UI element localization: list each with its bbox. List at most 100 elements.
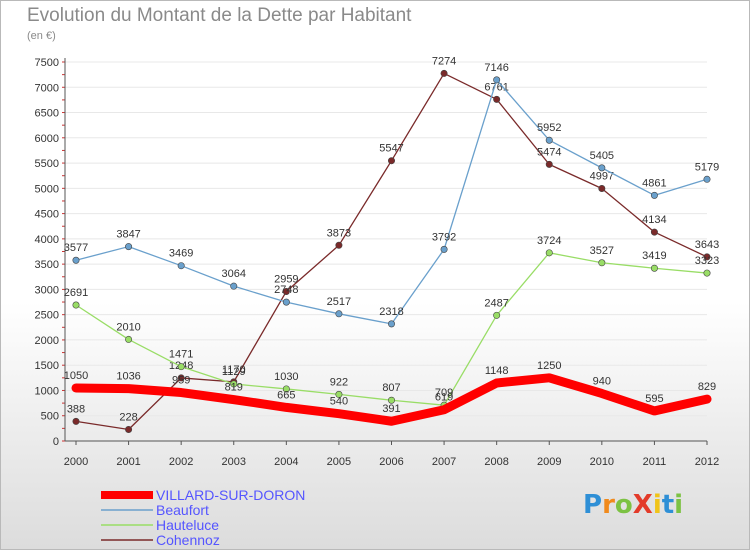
data-label: 3577 — [64, 242, 88, 254]
x-tick-label: 2004 — [274, 456, 298, 468]
data-point — [125, 425, 133, 433]
data-label: 1148 — [485, 365, 509, 377]
logo-letter: P — [583, 490, 603, 520]
data-point — [440, 69, 448, 77]
data-label: 388 — [67, 403, 85, 415]
data-label: 829 — [698, 381, 716, 393]
data-point — [703, 269, 711, 277]
legend-label: Cohennoz — [156, 532, 220, 548]
data-label: 6761 — [484, 81, 508, 93]
y-tick-label: 2000 — [35, 335, 59, 347]
data-label: 922 — [330, 376, 348, 388]
data-point — [650, 264, 658, 272]
data-label: 5952 — [537, 122, 561, 134]
logo-letter: i — [652, 490, 662, 520]
data-label: 3847 — [116, 229, 140, 241]
logo-letter: o — [614, 490, 633, 520]
data-label: 7274 — [432, 55, 456, 67]
data-point — [72, 301, 80, 309]
chart-subtitle: (en €) — [27, 30, 56, 42]
data-point — [387, 320, 395, 328]
data-label: 1471 — [169, 349, 193, 361]
y-tick-label: 6000 — [35, 133, 59, 145]
data-point — [282, 385, 290, 393]
series-line-villard-sur-doron — [71, 373, 712, 426]
data-label: 940 — [593, 375, 611, 387]
data-label: 4861 — [642, 177, 666, 189]
series-line-beaufort — [75, 79, 708, 325]
data-label: 1170 — [222, 364, 246, 376]
data-point — [598, 164, 606, 172]
data-label: 709 — [435, 387, 453, 399]
data-label: 2517 — [327, 296, 351, 308]
data-label: 595 — [645, 393, 663, 405]
x-tick-label: 2002 — [169, 456, 193, 468]
data-label: 540 — [330, 396, 348, 408]
legend-label: VILLARD-SUR-DORON — [156, 487, 305, 503]
data-label: 3469 — [169, 248, 193, 260]
y-tick-label: 6500 — [35, 108, 59, 120]
data-label: 2959 — [274, 273, 298, 285]
data-label: 391 — [382, 403, 400, 415]
x-tick-label: 2010 — [590, 456, 614, 468]
data-label: 2318 — [379, 306, 403, 318]
x-tick-label: 2009 — [537, 456, 561, 468]
data-point — [335, 310, 343, 318]
y-tick-label: 7500 — [35, 57, 59, 69]
data-label: 4134 — [642, 214, 666, 226]
x-tick-label: 2003 — [222, 456, 246, 468]
x-tick-label: 2006 — [379, 456, 403, 468]
data-label: 3064 — [222, 268, 246, 280]
data-point — [545, 136, 553, 144]
data-label: 1129 — [222, 366, 246, 378]
data-point — [282, 287, 290, 295]
y-tick-label: 4000 — [35, 234, 59, 246]
x-tick-label: 2000 — [64, 456, 88, 468]
data-label: 2691 — [64, 287, 88, 299]
data-point — [177, 374, 185, 382]
data-label: 7146 — [484, 62, 508, 74]
y-tick-label: 0 — [53, 436, 59, 448]
legend-label: Hauteluce — [156, 517, 219, 533]
legend-label: Beaufort — [156, 502, 209, 518]
data-label: 5179 — [695, 161, 719, 173]
data-point — [493, 311, 501, 319]
data-label: 1030 — [274, 371, 298, 383]
data-label: 1250 — [537, 360, 561, 372]
data-point — [335, 390, 343, 398]
data-point — [125, 335, 133, 343]
data-point — [125, 243, 133, 251]
y-tick-label: 5500 — [35, 158, 59, 170]
data-label: 1036 — [116, 371, 140, 383]
x-tick-label: 2012 — [695, 456, 719, 468]
data-point — [440, 245, 448, 253]
data-point — [650, 191, 658, 199]
x-tick-label: 2011 — [643, 456, 667, 468]
data-point — [545, 160, 553, 168]
x-tick-label: 2005 — [327, 456, 351, 468]
y-tick-label: 2500 — [35, 310, 59, 322]
y-tick-label: 4500 — [35, 209, 59, 221]
data-point — [598, 184, 606, 192]
y-tick-label: 3500 — [35, 259, 59, 271]
data-label: 5474 — [537, 146, 561, 158]
data-point — [177, 363, 185, 371]
data-label: 2748 — [274, 284, 298, 296]
x-tick-label: 2008 — [484, 456, 508, 468]
data-label: 3643 — [695, 239, 719, 251]
y-tick-label: 3000 — [35, 284, 59, 296]
data-label: 3724 — [537, 235, 561, 247]
data-label: 3527 — [590, 245, 614, 257]
data-label: 4997 — [590, 170, 614, 182]
logo-letter: t — [661, 490, 675, 520]
data-point — [72, 256, 80, 264]
data-point — [387, 157, 395, 165]
data-label: 3419 — [642, 250, 666, 262]
data-label: 807 — [382, 382, 400, 394]
data-label: 3323 — [695, 255, 719, 267]
data-point — [230, 380, 238, 388]
y-tick-label: 1500 — [35, 360, 59, 372]
x-tick-label: 2001 — [116, 456, 140, 468]
